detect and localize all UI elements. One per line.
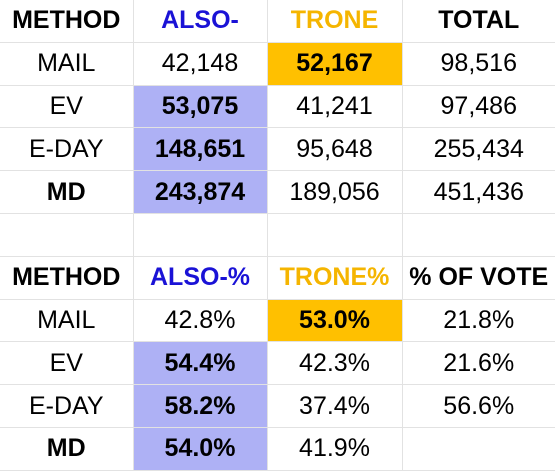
table1-row-eday: E-DAY 148,651 95,648 255,434 <box>0 127 555 172</box>
table1-row-ev: EV 53,075 41,241 97,486 <box>0 85 555 129</box>
table2-cell-vote-share[interactable]: 21.8% <box>402 299 555 343</box>
table1-cell-also[interactable]: 148,651 <box>133 127 268 172</box>
table1-header-method[interactable]: METHOD <box>0 0 134 43</box>
table1-header-also[interactable]: ALSO- <box>133 0 268 43</box>
table2-cell-trone-pct[interactable]: 42.3% <box>267 341 403 386</box>
table2-header-row: METHOD ALSO-% TRONE% % OF VOTE <box>0 256 555 300</box>
table1-cell-also[interactable]: 243,874 <box>133 170 268 214</box>
table2-cell-method[interactable]: E-DAY <box>0 384 134 428</box>
blank-cell[interactable] <box>402 213 555 257</box>
table2-header-method[interactable]: METHOD <box>0 256 134 300</box>
table2-cell-trone-pct[interactable]: 53.0% <box>267 299 403 343</box>
table2-cell-also-pct[interactable]: 54.0% <box>133 427 268 471</box>
table1-row-mail: MAIL 42,148 52,167 98,516 <box>0 42 555 86</box>
table2-row-mail: MAIL 42.8% 53.0% 21.8% <box>0 299 555 343</box>
table2-header-vote-share[interactable]: % OF VOTE <box>402 256 555 300</box>
table2-cell-method[interactable]: EV <box>0 341 134 386</box>
table1-row-md: MD 243,874 189,056 451,436 <box>0 170 555 214</box>
table2-cell-vote-share[interactable]: 56.6% <box>402 384 555 428</box>
blank-cell[interactable] <box>267 213 403 257</box>
blank-cell[interactable] <box>133 213 268 257</box>
table2-cell-trone-pct[interactable]: 37.4% <box>267 384 403 428</box>
table2-header-trone-pct[interactable]: TRONE% <box>267 256 403 300</box>
table2-row-ev: EV 54.4% 42.3% 21.6% <box>0 341 555 386</box>
table2-cell-method[interactable]: MD <box>0 427 134 471</box>
table1-cell-also[interactable]: 42,148 <box>133 42 268 86</box>
table1-cell-method[interactable]: MAIL <box>0 42 134 86</box>
table1-cell-trone[interactable]: 41,241 <box>267 85 403 129</box>
table1-cell-trone[interactable]: 52,167 <box>267 42 403 86</box>
table1-cell-total[interactable]: 451,436 <box>402 170 555 214</box>
table1-cell-method[interactable]: EV <box>0 85 134 129</box>
table2-cell-also-pct[interactable]: 54.4% <box>133 341 268 386</box>
blank-cell[interactable] <box>0 213 134 257</box>
table2-cell-trone-pct[interactable]: 41.9% <box>267 427 403 471</box>
table1-header-row: METHOD ALSO- TRONE TOTAL <box>0 0 555 43</box>
table1-cell-trone[interactable]: 95,648 <box>267 127 403 172</box>
table1-cell-total[interactable]: 255,434 <box>402 127 555 172</box>
table1-cell-also[interactable]: 53,075 <box>133 85 268 129</box>
table1-cell-method[interactable]: E-DAY <box>0 127 134 172</box>
table1-cell-total[interactable]: 97,486 <box>402 85 555 129</box>
table1-cell-trone[interactable]: 189,056 <box>267 170 403 214</box>
table2-cell-method[interactable]: MAIL <box>0 299 134 343</box>
table2-cell-also-pct[interactable]: 58.2% <box>133 384 268 428</box>
table2-cell-vote-share[interactable] <box>402 427 555 471</box>
table1-cell-method[interactable]: MD <box>0 170 134 214</box>
table1-cell-total[interactable]: 98,516 <box>402 42 555 86</box>
blank-row <box>0 213 555 257</box>
table1-header-trone[interactable]: TRONE <box>267 0 403 43</box>
table2-cell-also-pct[interactable]: 42.8% <box>133 299 268 343</box>
table2-header-also-pct[interactable]: ALSO-% <box>133 256 268 300</box>
table2-row-eday: E-DAY 58.2% 37.4% 56.6% <box>0 384 555 428</box>
table1-header-total[interactable]: TOTAL <box>402 0 555 43</box>
table2-row-md: MD 54.0% 41.9% <box>0 427 555 471</box>
table2-cell-vote-share[interactable]: 21.6% <box>402 341 555 386</box>
